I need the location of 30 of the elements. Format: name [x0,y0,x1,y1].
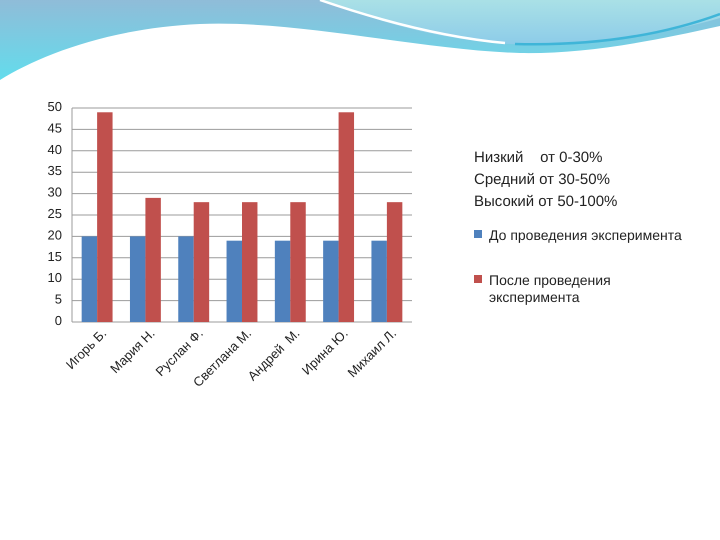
bar [130,236,146,322]
y-tick-label: 30 [48,185,62,200]
bar [338,112,354,322]
y-tick-label: 20 [48,228,62,243]
bar [323,240,339,322]
bar [97,112,113,322]
bar [194,202,210,322]
bar [242,202,258,322]
legend-label: После проведения эксперимента [489,272,611,305]
bar [145,198,161,322]
y-tick-label: 35 [48,164,62,179]
y-tick-label: 40 [48,142,62,158]
bar [290,202,306,322]
legend-label: До проведения эксперимента [489,226,682,243]
y-tick-label: 10 [48,270,62,286]
bar [178,236,194,322]
bar [386,202,402,322]
text: Средний от 30-50% [474,170,610,188]
text: Низкий от 0-30% [474,148,602,166]
bar [274,240,290,322]
y-tick-label: 15 [48,249,62,264]
y-tick-label: 25 [48,206,62,222]
y-tick-label: 5 [54,292,62,308]
y-tick-label: 45 [48,120,62,136]
text: Высокий от 50-100% [474,192,618,210]
bar [371,240,387,322]
y-tick-label: 0 [54,313,62,328]
y-tick-label: 50 [48,99,62,114]
bar [82,236,98,322]
bar [226,240,242,322]
